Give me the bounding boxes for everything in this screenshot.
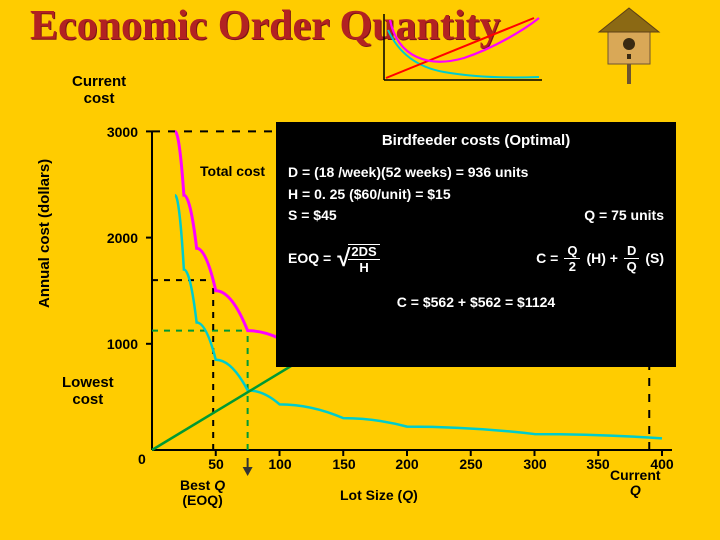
xtick-200: 200: [387, 456, 427, 472]
eoq-label: EOQ =: [288, 249, 331, 269]
calc-line-h: H = 0. 25 ($60/unit) = $15: [288, 185, 664, 205]
calc-result: C = $562 + $562 = $1124: [288, 293, 664, 313]
xtick-150: 150: [324, 456, 364, 472]
c-mid1: (H) +: [586, 249, 618, 269]
eoq-den: H: [359, 260, 368, 274]
xtick-100: 100: [260, 456, 300, 472]
xtick-250: 250: [451, 456, 491, 472]
current-q-label: CurrentQ: [610, 468, 661, 499]
calc-line-d: D = (18 /week)(52 weeks) = 936 units: [288, 163, 664, 183]
calculation-box: Birdfeeder costs (Optimal) D = (18 /week…: [276, 122, 676, 367]
svg-text:0: 0: [138, 451, 146, 467]
xtick-300: 300: [515, 456, 555, 472]
xtick-50: 50: [196, 456, 236, 472]
best-q-label: Best Q(EOQ): [180, 478, 225, 509]
total-cost-label: Total cost: [200, 163, 265, 179]
c-label: C =: [536, 249, 558, 269]
x-axis-title: Lot Size (Q): [340, 487, 418, 503]
calc-title: Birdfeeder costs (Optimal): [288, 130, 664, 151]
formula-row: EOQ = √ 2DS H C = Q 2 (H) + D Q (S): [288, 242, 664, 276]
eoq-num: 2DS: [348, 244, 379, 260]
c-num2: D: [624, 244, 639, 259]
c-mid2: (S): [645, 249, 664, 269]
c-den1: 2: [569, 259, 576, 273]
c-num1: Q: [564, 244, 580, 259]
c-den2: Q: [627, 259, 637, 273]
calc-q-val: Q = 75 units: [584, 206, 664, 226]
sqrt-icon: √ 2DS H: [337, 242, 379, 276]
calc-s-val: S = $45: [288, 207, 337, 223]
calc-line-s: S = $45 Q = 75 units: [288, 206, 664, 226]
